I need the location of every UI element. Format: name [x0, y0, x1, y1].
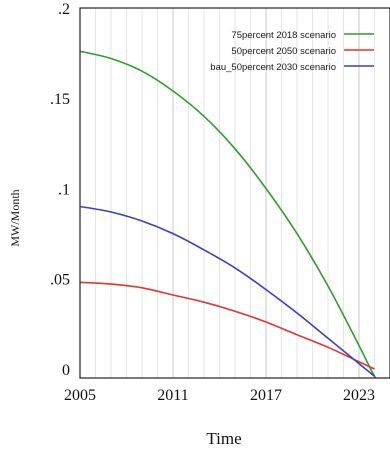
legend-label: 50percent 2050 scenario [231, 46, 336, 57]
legend-label: 75percent 2018 scenario [231, 30, 336, 41]
x-tick-label: 2005 [64, 387, 96, 404]
series-line-2 [80, 281, 375, 370]
y-tick-labels: 0 .05 .1 .15 .2 [50, 1, 70, 379]
series-line-3 [80, 205, 376, 377]
y-tick-label: .05 [50, 272, 70, 289]
x-tick-label: 2023 [343, 387, 375, 404]
y-tick-label: .15 [50, 91, 70, 108]
x-axis-title: Time [206, 429, 241, 448]
legend-label: bau_50percent 2030 scenario [210, 62, 336, 73]
y-tick-label: .2 [58, 1, 70, 18]
y-tick-label: 0 [62, 362, 70, 379]
y-tick-label: .1 [58, 181, 70, 198]
plot-area-frame [79, 7, 390, 379]
legend: 75percent 2018 scenario 50percent 2050 sc… [210, 30, 374, 73]
y-axis-title: MW/Month [8, 189, 22, 246]
x-tick-label: 2017 [250, 387, 282, 404]
series-line-1 [80, 50, 377, 378]
series-lines [80, 50, 377, 378]
x-tick-label: 2011 [157, 387, 188, 404]
gridlines [95, 8, 375, 378]
x-tick-labels: 2005 2011 2017 2023 [64, 387, 375, 404]
